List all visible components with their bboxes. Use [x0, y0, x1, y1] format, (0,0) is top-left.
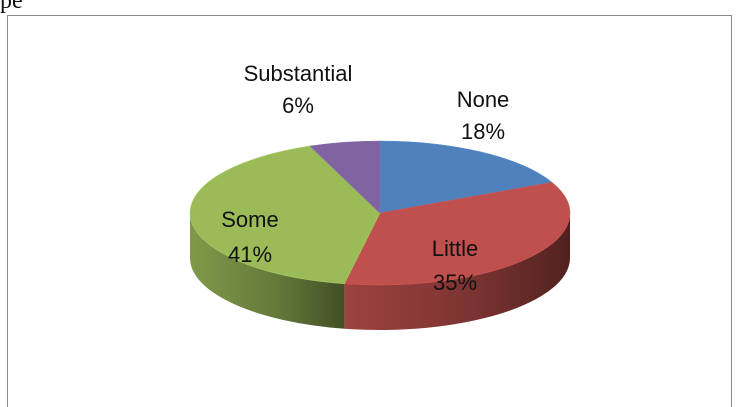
- pie-side-walls: [190, 213, 570, 330]
- data-label-little: Little 35%: [432, 236, 478, 295]
- pie-data-labels: None 18% Little 35% Some 41% Substantial 6%: [221, 61, 509, 295]
- data-label-line: Little: [432, 236, 478, 261]
- page-top-text: pe: [0, 0, 23, 14]
- data-label-line: 6%: [282, 93, 314, 118]
- data-label-line: 41%: [228, 242, 272, 267]
- pie-slice-some: [189, 145, 381, 285]
- pie-top-faces: [189, 140, 571, 286]
- pie-slice-substantial: [309, 140, 381, 214]
- pie-slice-little: [343, 182, 571, 286]
- data-label-line: 35%: [433, 270, 477, 295]
- pie-side-some: [190, 213, 345, 329]
- data-label-substantial: Substantial 6%: [244, 61, 353, 118]
- data-label-some: Some 41%: [221, 207, 278, 267]
- pie-side-little: [344, 213, 570, 330]
- data-label-line: Substantial: [244, 61, 353, 86]
- data-label-line: 18%: [461, 119, 505, 144]
- data-label-line: None: [457, 87, 510, 112]
- data-label-line: Some: [221, 207, 278, 232]
- pie-slice-none: [379, 140, 553, 214]
- data-label-none: None 18%: [457, 87, 510, 144]
